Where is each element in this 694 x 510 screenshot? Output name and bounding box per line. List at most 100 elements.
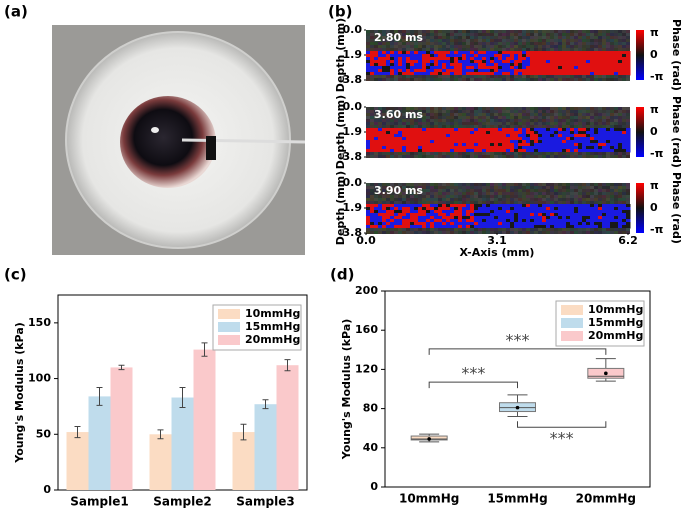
noise: [518, 228, 522, 231]
phase-cell: [506, 66, 511, 70]
noise: [554, 48, 558, 51]
phase-cell: [450, 210, 455, 214]
noise: [386, 198, 390, 201]
phase-cell: [450, 219, 455, 223]
phase-cell: [386, 134, 391, 138]
noise: [562, 125, 566, 128]
noise: [514, 155, 518, 158]
phase-cell: [602, 134, 607, 138]
noise: [622, 125, 626, 128]
phase-cell: [422, 216, 427, 220]
noise: [578, 228, 582, 231]
phase-cell: [438, 210, 443, 214]
noise: [518, 113, 522, 116]
noise: [598, 78, 602, 81]
phase-cell: [390, 204, 395, 208]
noise: [470, 113, 474, 116]
noise: [530, 122, 534, 125]
phase-cell: [454, 225, 459, 229]
noise: [618, 48, 622, 51]
noise: [374, 152, 378, 155]
noise: [474, 119, 478, 122]
noise: [546, 201, 550, 204]
noise: [594, 113, 598, 116]
phase-cell: [458, 225, 463, 229]
noise: [454, 192, 458, 195]
phase-cell: [474, 210, 479, 214]
bar: [171, 397, 194, 490]
noise: [398, 231, 402, 234]
phase-cell: [598, 60, 603, 64]
noise: [518, 195, 522, 198]
phase-cell: [430, 54, 435, 58]
noise: [502, 122, 506, 125]
noise: [454, 113, 458, 116]
phase-cell: [558, 131, 563, 135]
mean: [427, 437, 431, 441]
phase-cell: [426, 72, 431, 76]
phase-cell: [434, 140, 439, 144]
noise: [378, 113, 382, 116]
noise: [526, 231, 530, 234]
phase-cell: [518, 54, 523, 58]
noise: [406, 186, 410, 189]
noise: [474, 183, 478, 186]
noise: [410, 231, 414, 234]
noise: [474, 189, 478, 192]
noise: [450, 113, 454, 116]
phase-cell: [610, 146, 615, 150]
noise: [546, 36, 550, 39]
noise: [518, 201, 522, 204]
noise: [546, 228, 550, 231]
noise: [506, 39, 510, 42]
noise: [550, 186, 554, 189]
noise: [566, 186, 570, 189]
phase-cell: [446, 131, 451, 135]
phase-cell: [406, 128, 411, 132]
noise: [390, 195, 394, 198]
phase-cell: [382, 69, 387, 73]
noise: [534, 201, 538, 204]
phase-cell: [510, 128, 515, 132]
noise: [570, 36, 574, 39]
phase-cell: [582, 219, 587, 223]
noise: [466, 75, 470, 78]
phase-cell: [366, 146, 371, 150]
phase-cell: [578, 204, 583, 208]
noise: [418, 48, 422, 51]
phase-cell: [374, 225, 379, 229]
noise: [602, 48, 606, 51]
noise: [386, 183, 390, 186]
noise: [502, 39, 506, 42]
phase-cell: [622, 207, 627, 211]
noise: [582, 30, 586, 33]
phase-cell: [626, 128, 631, 132]
noise: [370, 33, 374, 36]
noise: [526, 125, 530, 128]
noise: [566, 152, 570, 155]
phase-cell: [578, 143, 583, 147]
noise: [558, 45, 562, 48]
phase-cell: [582, 51, 587, 55]
phase-cell: [414, 54, 419, 58]
phase-cell: [558, 137, 563, 141]
noise: [382, 195, 386, 198]
phase-cell: [566, 60, 571, 64]
noise: [430, 33, 434, 36]
noise: [454, 122, 458, 125]
noise: [502, 110, 506, 113]
phase-cell: [586, 210, 591, 214]
phase-cell: [478, 137, 483, 141]
noise: [522, 198, 526, 201]
noise: [394, 33, 398, 36]
noise: [514, 75, 518, 78]
phase-cell: [514, 213, 519, 217]
phase-cell: [482, 213, 487, 217]
noise: [554, 186, 558, 189]
noise: [442, 30, 446, 33]
phase-cell: [602, 137, 607, 141]
noise: [426, 195, 430, 198]
noise: [586, 155, 590, 158]
x-tick-label: Sample3: [236, 495, 294, 509]
phase-cell: [406, 66, 411, 70]
